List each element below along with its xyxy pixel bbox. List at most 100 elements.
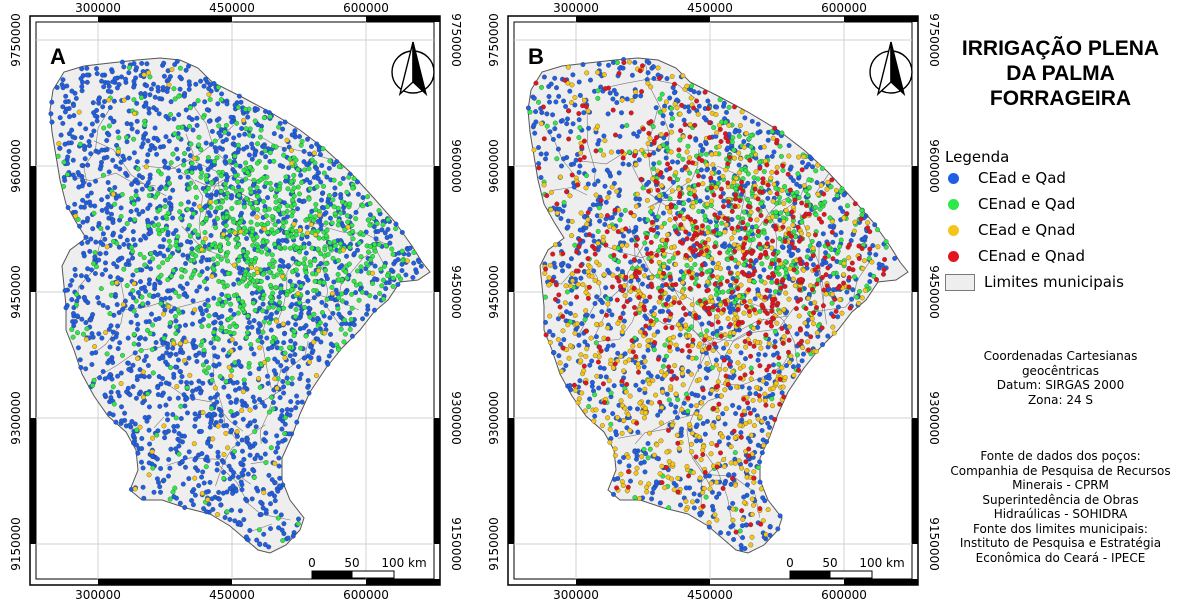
well-point [340, 176, 346, 181]
well-point [351, 278, 357, 284]
well-point [165, 210, 171, 216]
well-point [200, 221, 205, 226]
well-point [273, 193, 278, 199]
well-point [147, 202, 153, 208]
well-point [642, 469, 648, 475]
well-point [92, 203, 98, 209]
well-point [119, 74, 124, 80]
well-point [683, 507, 689, 512]
well-point [258, 127, 264, 133]
well-point [321, 170, 327, 176]
well-point [110, 119, 116, 125]
well-point [215, 449, 221, 455]
well-point [291, 185, 297, 191]
well-point [58, 132, 64, 138]
well-point [92, 250, 98, 256]
well-point [161, 73, 167, 79]
well-point [342, 331, 348, 337]
well-point [145, 223, 151, 229]
well-point [213, 225, 219, 231]
well-point [232, 230, 238, 236]
well-point [69, 127, 75, 133]
well-point [117, 234, 123, 240]
well-point [374, 221, 380, 226]
well-point [249, 156, 255, 162]
well-point [892, 255, 898, 261]
well-point [237, 254, 243, 260]
well-point [232, 360, 238, 366]
well-point [708, 294, 714, 300]
well-point [129, 419, 135, 424]
well-point [852, 274, 857, 280]
well-point [85, 193, 91, 199]
well-point [109, 211, 114, 217]
well-point [210, 436, 216, 442]
well-point [227, 158, 233, 164]
well-point [276, 244, 282, 250]
well-point [742, 115, 748, 121]
well-point [189, 170, 195, 175]
well-point [278, 345, 284, 351]
well-point [605, 343, 611, 349]
well-point [260, 308, 266, 314]
well-point [305, 230, 311, 236]
well-point [216, 130, 222, 136]
well-point [236, 184, 241, 190]
well-point [60, 77, 66, 83]
well-point [834, 193, 840, 199]
well-point [231, 135, 237, 141]
well-point [247, 165, 253, 171]
well-point [590, 313, 596, 319]
well-point [601, 72, 607, 78]
well-point [325, 361, 331, 367]
well-point [220, 268, 226, 274]
well-point [548, 189, 554, 195]
well-point [363, 261, 369, 267]
well-point [146, 70, 151, 76]
well-point [631, 229, 637, 235]
well-point [337, 241, 343, 247]
well-point [326, 353, 332, 359]
well-point [321, 183, 326, 189]
well-point [234, 120, 240, 126]
well-point [156, 374, 162, 380]
well-point [120, 302, 126, 308]
well-point [76, 109, 82, 115]
well-point [680, 382, 686, 388]
well-point [764, 235, 770, 241]
well-point [538, 121, 544, 127]
well-point [263, 154, 269, 160]
well-point [84, 79, 90, 85]
north-arrow-icon [391, 41, 435, 97]
well-point [627, 393, 633, 399]
well-point [552, 264, 558, 270]
well-point [642, 240, 648, 246]
well-point [186, 185, 192, 191]
well-point [183, 107, 189, 113]
well-point [686, 108, 692, 114]
well-point [689, 83, 694, 89]
well-point [110, 157, 116, 163]
well-point [221, 475, 227, 481]
well-point [550, 112, 556, 118]
well-point [118, 381, 124, 386]
well-point [139, 436, 145, 441]
well-point [245, 169, 250, 175]
well-point [628, 288, 634, 294]
well-point [665, 297, 671, 303]
well-point [88, 236, 94, 242]
well-point [640, 185, 646, 191]
well-point [589, 379, 595, 385]
well-point [656, 193, 662, 199]
well-point [119, 404, 124, 410]
well-point [221, 452, 227, 457]
well-point [611, 244, 617, 250]
well-point [177, 174, 183, 180]
well-point [154, 251, 160, 257]
well-point [736, 162, 742, 168]
well-point [125, 335, 131, 341]
well-point [659, 91, 665, 97]
well-point [554, 85, 559, 91]
well-point [777, 236, 783, 242]
well-point [765, 137, 771, 143]
